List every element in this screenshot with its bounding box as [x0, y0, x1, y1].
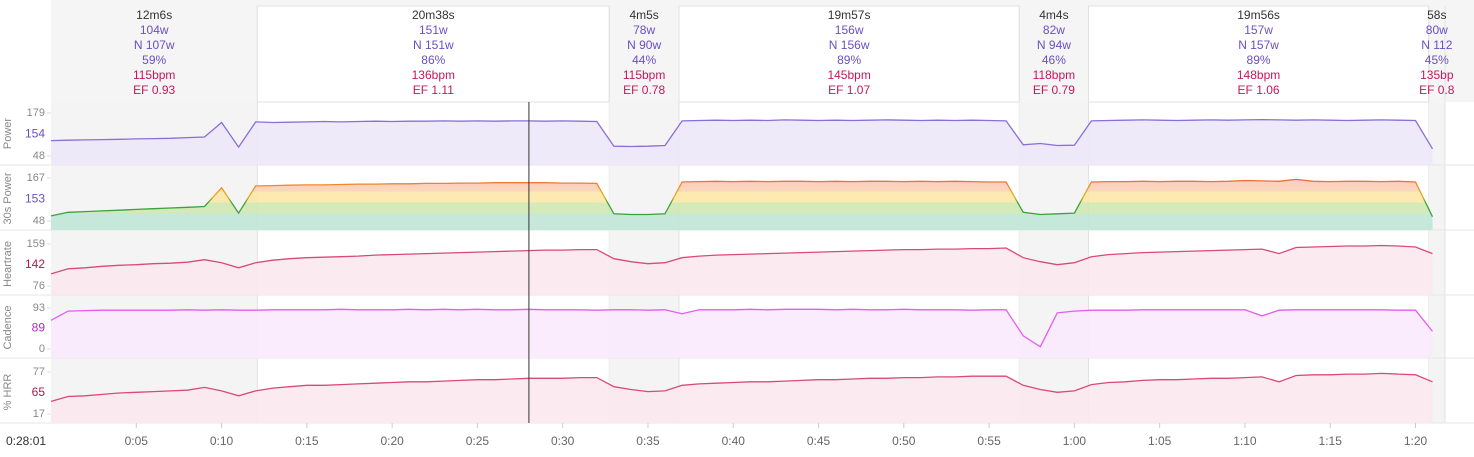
area [51, 245, 1433, 295]
x-tick-label: 0:30 [551, 434, 575, 448]
interval-duration: 4m4s [1039, 8, 1068, 22]
series-line [50, 118, 1434, 150]
interval-np: N 107w [134, 38, 175, 52]
interval-duration: 19m56s [1237, 8, 1280, 22]
series-line [50, 178, 1434, 217]
cursor-value: 65 [32, 385, 46, 399]
interval-power: 78w [633, 23, 655, 37]
y-tick-label: 93 [33, 302, 45, 314]
x-tick-label: 1:20 [1404, 434, 1428, 448]
area [51, 373, 1433, 423]
y-tick-label: 159 [27, 238, 45, 250]
interval-np: N 90w [627, 38, 661, 52]
x-tick-label: 0:35 [636, 434, 660, 448]
x-tick-label: 1:00 [1063, 434, 1087, 448]
x-tick-label: 0:10 [210, 434, 234, 448]
y-tick-label: 77 [33, 366, 45, 378]
area [51, 119, 1433, 165]
x-tick-label: 1:10 [1233, 434, 1257, 448]
x-tick-label: 0:25 [466, 434, 490, 448]
cursor-value: 142 [25, 257, 45, 271]
interval-duration: 12m6s [136, 8, 172, 22]
interval-box [678, 5, 1020, 103]
interval-percent: 59% [142, 53, 166, 67]
interval-hr: 115bpm [133, 68, 175, 82]
interval-hr: 135bp [1420, 68, 1454, 82]
y-tick-label: 48 [33, 215, 45, 227]
y-tick-label: 48 [33, 150, 45, 162]
interval-percent: 45% [1425, 53, 1449, 67]
interval-percent: 86% [421, 53, 445, 67]
area [51, 309, 1433, 358]
interval-hr: 118bpm [1033, 68, 1075, 82]
x-tick-label: 0:55 [977, 434, 1001, 448]
interval-ef: EF 1.06 [1238, 83, 1280, 97]
x-tick-label: 0:50 [892, 434, 916, 448]
series-line [50, 244, 1433, 275]
interval-power: 156w [835, 23, 864, 37]
interval-power: 151w [419, 23, 448, 37]
interval-duration: 4m5s [629, 8, 658, 22]
panel-name: % HRR [2, 374, 14, 411]
interval-duration: 58s [1427, 8, 1446, 22]
interval-hr: 148bpm [1237, 68, 1280, 82]
interval-percent: 44% [632, 53, 656, 67]
interval-power: 157w [1244, 23, 1273, 37]
panel-name: Heartrate [2, 241, 14, 287]
interval-hr: 115bpm [623, 68, 665, 82]
x-tick-label: 0:45 [807, 434, 831, 448]
area [51, 179, 1433, 230]
series-line [50, 308, 1434, 348]
y-tick-label: 17 [33, 408, 45, 420]
interval-ef: EF 1.11 [413, 83, 454, 97]
interval-box [256, 5, 610, 103]
cursor-time: 0:28:01 [6, 434, 46, 448]
series-line [50, 372, 1433, 403]
interval-ef: EF 0.79 [1033, 83, 1075, 97]
x-tick-label: 1:05 [1148, 434, 1172, 448]
panel-name: Cadence [2, 305, 14, 349]
panel-name: 30s Power [2, 172, 14, 224]
cursor-value: 89 [32, 321, 46, 335]
x-tick-label: 0:40 [722, 434, 746, 448]
interval-percent: 89% [1247, 53, 1271, 67]
x-tick-label: 0:15 [295, 434, 319, 448]
cursor-value: 153 [25, 192, 45, 206]
x-tick-label: 1:15 [1319, 434, 1343, 448]
interval-percent: 46% [1042, 53, 1066, 67]
y-tick-label: 167 [27, 172, 45, 184]
interval-box [1088, 5, 1430, 103]
rest-band [1428, 102, 1445, 423]
interval-ef: EF 0.93 [133, 83, 175, 97]
interval-hr: 145bpm [827, 68, 870, 82]
interval-np: N 112 [1421, 38, 1452, 52]
y-tick-label: 0 [39, 343, 45, 355]
panel-name: Power [2, 118, 14, 150]
interval-ef: EF 0.78 [623, 83, 665, 97]
interval-ef: EF 1.07 [828, 83, 870, 97]
interval-duration: 19m57s [828, 8, 871, 22]
interval-power: 80w [1426, 23, 1448, 37]
interval-ef: EF 0.8 [1419, 83, 1455, 97]
interval-np: N 151w [413, 38, 454, 52]
interval-duration: 20m38s [412, 8, 455, 22]
y-tick-label: 179 [27, 107, 45, 119]
interval-np: N 94w [1037, 38, 1071, 52]
interval-power: 104w [140, 23, 169, 37]
y-tick-label: 76 [33, 280, 45, 292]
x-tick-label: 0:05 [125, 434, 149, 448]
cursor-value: 154 [25, 127, 45, 141]
interval-np: N 156w [829, 38, 870, 52]
interval-percent: 89% [837, 53, 861, 67]
interval-power: 82w [1043, 23, 1065, 37]
interval-np: N 157w [1238, 38, 1279, 52]
x-tick-label: 0:20 [380, 434, 404, 448]
interval-hr: 136bpm [412, 68, 455, 82]
